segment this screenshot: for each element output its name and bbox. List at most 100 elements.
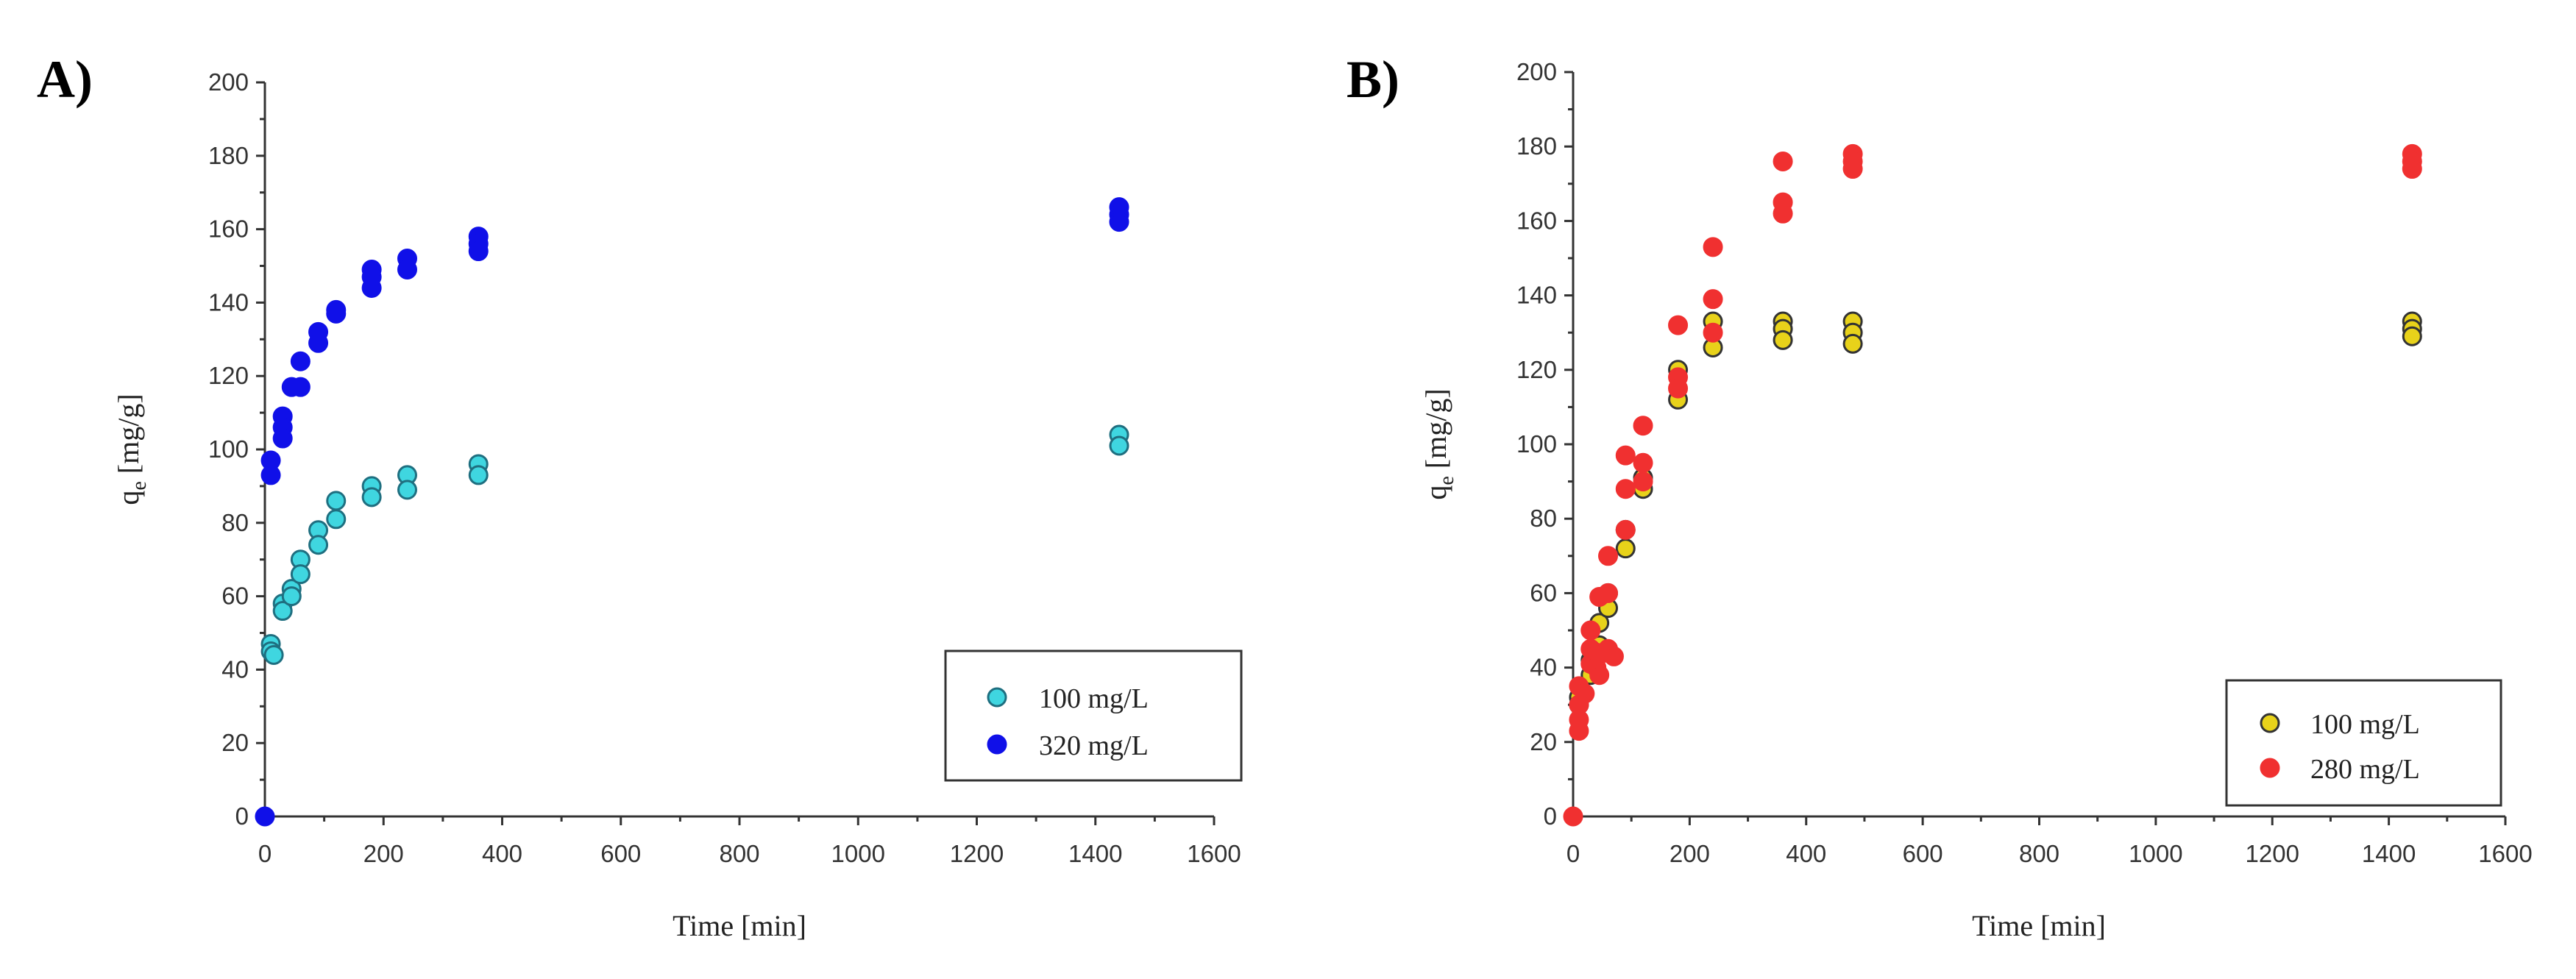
x-axis-title-b: Time [min]: [1972, 909, 2106, 942]
y-tick-label-a-6: 120: [208, 362, 249, 389]
data-point-a-s0-20: [1109, 435, 1129, 456]
y-tick-label-a-7: 140: [208, 288, 249, 316]
data-point-b-s1-23: [1633, 471, 1653, 492]
y-tick-label-a-8: 160: [208, 216, 249, 243]
data-point-b-s1-21: [1633, 416, 1653, 436]
panel-b: B) 0 20 40 60 80 100 120 140 160 180 200 0 200 400 60…: [1346, 50, 2533, 942]
y-tick-label-a-0: 0: [235, 802, 249, 830]
x-tick-label-b-4: 800: [2019, 840, 2059, 867]
x-tick-label-a-8: 1600: [1187, 840, 1241, 867]
y-tick-label-b-2: 40: [1530, 654, 1557, 681]
y-tick-label-a-3: 60: [221, 583, 249, 610]
data-point-a-s0-18: [468, 465, 489, 485]
data-point-a-s0-10: [308, 535, 329, 555]
legend-label-b-0: 100 mg/L: [2310, 709, 2420, 740]
x-tick-label-b-6: 1200: [2246, 840, 2299, 867]
y-tick-label-b-10: 200: [1516, 58, 1557, 85]
data-point-b-s1-38: [2402, 159, 2422, 179]
y-tick-label-a-5: 100: [208, 435, 249, 463]
legend-marker-b-1: [2260, 758, 2280, 778]
legend-label-a-0: 100 mg/L: [1039, 683, 1149, 714]
data-point-a-s1-20: [468, 241, 489, 262]
y-tick-label-b-6: 120: [1516, 356, 1557, 383]
data-point-b-s1-29: [1703, 322, 1723, 343]
data-point-b-s1-19: [1615, 479, 1636, 499]
x-tick-label-a-7: 1400: [1068, 840, 1122, 867]
x-tick-label-b-1: 200: [1670, 840, 1710, 867]
y-tick-label-a-2: 40: [221, 655, 249, 683]
data-point-a-s1-23: [1109, 212, 1129, 232]
data-point-b-s1-22: [1633, 452, 1653, 473]
data-point-a-s0-11: [326, 491, 347, 511]
y-tick-label-b-9: 180: [1516, 132, 1557, 160]
data-point-b-s1-12: [1589, 665, 1610, 686]
x-tick-label-a-0: 0: [258, 840, 272, 867]
data-point-b-s1-32: [1773, 203, 1793, 224]
y-tick-label-b-7: 140: [1516, 282, 1557, 309]
panel-a: A) 0 20 40 60 80 100 120 140 160 180 200 0 200 400 60…: [37, 50, 1243, 942]
data-point-b-s0-21: [1842, 333, 1863, 354]
y-axis-title-a: qe [mg/g]: [112, 394, 151, 505]
x-tick-label-a-4: 800: [719, 840, 759, 867]
data-point-a-s1-10: [308, 332, 329, 353]
x-tick-label-a-1: 200: [363, 840, 404, 867]
data-point-b-s1-28: [1703, 289, 1723, 310]
x-tick-label-b-5: 1000: [2129, 840, 2182, 867]
data-point-b-s1-14: [1598, 546, 1619, 566]
data-point-b-s1-6: [1580, 620, 1601, 641]
x-tick-label-b-7: 1400: [2362, 840, 2416, 867]
data-point-b-s0-24: [2402, 326, 2422, 346]
data-point-b-s0-18: [1773, 330, 1793, 350]
data-point-b-s1-35: [1842, 159, 1863, 179]
panel-label-a: A): [37, 50, 93, 109]
y-axis-title-b: qe [mg/g]: [1419, 388, 1458, 499]
legend-label-b-1: 280 mg/L: [2310, 754, 2420, 785]
x-tick-label-b-3: 600: [1903, 840, 1943, 867]
data-point-a-s1-0: [255, 806, 275, 827]
legend-marker-a-0: [987, 687, 1007, 708]
y-tick-label-b-5: 100: [1516, 430, 1557, 458]
data-point-a-s1-2: [260, 465, 281, 485]
x-tick-label-a-6: 1200: [950, 840, 1004, 867]
data-point-a-s0-8: [290, 564, 311, 585]
data-point-b-s1-5: [1575, 683, 1595, 704]
data-point-a-s0-6: [281, 586, 302, 607]
data-point-a-s0-14: [361, 487, 382, 508]
x-tick-label-b-2: 400: [1786, 840, 1826, 867]
legend-a: 100 mg/L 320 mg/L: [944, 649, 1243, 782]
data-point-b-s1-24: [1668, 315, 1689, 335]
legend-box-a: [944, 649, 1243, 782]
x-axis-title-a: Time [min]: [673, 909, 806, 942]
x-tick-label-a-2: 400: [482, 840, 522, 867]
y-tick-label-b-3: 60: [1530, 579, 1557, 606]
data-point-b-s1-30: [1773, 151, 1793, 171]
data-point-a-s1-12: [326, 303, 347, 324]
data-point-a-s0-16: [397, 480, 417, 500]
data-point-a-s1-5: [272, 428, 293, 449]
y-tick-label-a-10: 200: [208, 68, 249, 96]
data-point-b-s1-4: [1569, 721, 1589, 741]
y-tick-label-a-1: 20: [221, 729, 249, 756]
y-tick-label-b-1: 20: [1530, 728, 1557, 755]
data-point-b-s1-26: [1668, 378, 1689, 399]
y-tick-label-b-0: 0: [1544, 802, 1557, 830]
data-point-b-s0-9: [1615, 538, 1636, 559]
legend-marker-b-0: [2260, 713, 2280, 733]
data-point-a-s0-4: [272, 601, 293, 622]
panel-label-b: B): [1346, 50, 1399, 109]
data-point-a-s0-12: [326, 509, 347, 530]
y-tick-label-a-9: 180: [208, 142, 249, 169]
data-point-a-s0-2: [263, 644, 284, 665]
data-point-b-s1-27: [1703, 237, 1723, 257]
data-point-a-s1-8: [290, 377, 311, 397]
x-tick-label-a-5: 1000: [831, 840, 885, 867]
legend-label-a-1: 320 mg/L: [1039, 730, 1149, 761]
legend-box-b: [2225, 679, 2502, 807]
data-point-b-s1-20: [1615, 519, 1636, 540]
data-point-b-s1-15: [1598, 583, 1619, 603]
y-tick-label-b-4: 80: [1530, 505, 1557, 532]
data-point-b-s1-0: [1563, 806, 1583, 827]
y-tick-label-a-4: 80: [221, 509, 249, 536]
legend-marker-a-1: [987, 734, 1007, 755]
